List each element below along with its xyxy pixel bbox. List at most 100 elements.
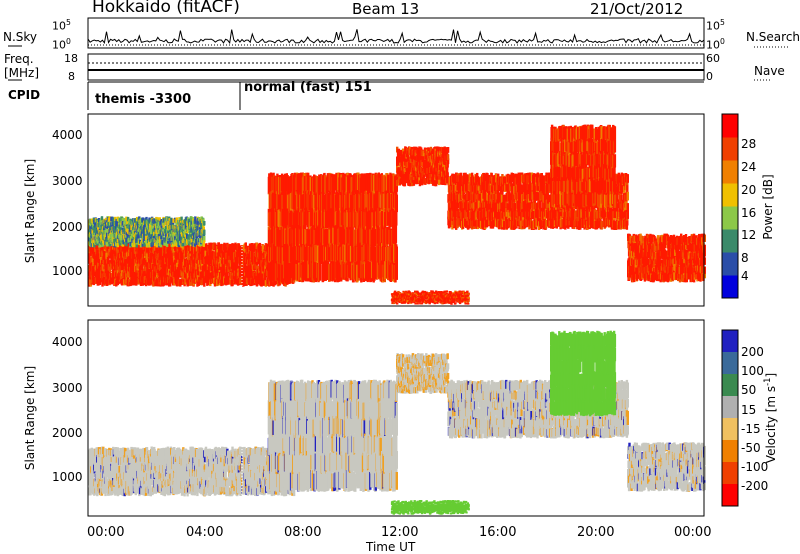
power-cell bbox=[156, 266, 160, 274]
power-cell bbox=[383, 243, 386, 262]
power-cell bbox=[373, 194, 376, 212]
power-cell bbox=[175, 231, 178, 236]
power-cell bbox=[110, 235, 114, 241]
power-cell bbox=[174, 259, 177, 266]
power-cell bbox=[306, 245, 309, 264]
power-cell bbox=[125, 237, 128, 243]
power-cell bbox=[182, 238, 185, 243]
velocity-cbar-tick: -100 bbox=[741, 460, 769, 474]
power-cell bbox=[162, 223, 165, 228]
power-cell bbox=[278, 262, 282, 280]
power-cell bbox=[191, 257, 194, 264]
power-cell bbox=[251, 279, 254, 286]
power-cell bbox=[168, 228, 172, 233]
power-cell bbox=[374, 246, 377, 265]
power-cell bbox=[91, 242, 95, 248]
power-cell bbox=[255, 258, 259, 266]
power-cell bbox=[191, 245, 195, 252]
power-cell bbox=[183, 271, 187, 279]
power-cbar-tick: 28 bbox=[741, 137, 757, 151]
velocity-ytick-4000: 4000 bbox=[52, 335, 83, 349]
power-cell bbox=[167, 239, 170, 244]
power-cell bbox=[244, 242, 247, 249]
noise-sky-label: N.Sky bbox=[3, 30, 38, 44]
power-cell bbox=[106, 252, 109, 259]
power-cell bbox=[114, 216, 117, 222]
power-cell bbox=[111, 216, 114, 221]
power-cell bbox=[224, 262, 228, 269]
power-cell bbox=[112, 217, 115, 222]
power-cell bbox=[203, 280, 206, 287]
power-cell bbox=[163, 246, 167, 253]
power-cell bbox=[191, 242, 194, 247]
power-cell bbox=[245, 277, 249, 285]
xtick-16: 16:00 bbox=[479, 525, 517, 540]
power-cell bbox=[144, 271, 147, 279]
power-cell bbox=[164, 220, 167, 226]
xtick-00: 00:00 bbox=[87, 525, 125, 540]
power-cell bbox=[111, 263, 114, 270]
power-cell bbox=[157, 229, 161, 234]
power-cell bbox=[149, 257, 152, 264]
power-cell bbox=[135, 270, 139, 277]
power-cell bbox=[124, 234, 128, 240]
power-cell bbox=[125, 270, 128, 277]
power-cell bbox=[323, 194, 326, 213]
power-cell bbox=[165, 216, 169, 221]
power-cell bbox=[300, 245, 303, 264]
power-cell bbox=[172, 259, 175, 267]
power-cell bbox=[395, 208, 398, 226]
power-cell bbox=[203, 236, 206, 241]
power-cell bbox=[399, 150, 402, 156]
power-cell bbox=[353, 229, 356, 248]
power-cell bbox=[94, 250, 97, 258]
power-cell bbox=[224, 278, 228, 286]
power-cell bbox=[166, 253, 169, 260]
power-cell bbox=[152, 241, 155, 246]
power-cell bbox=[179, 280, 182, 287]
power-cell bbox=[109, 265, 112, 273]
power-cell bbox=[203, 221, 206, 226]
power-cell bbox=[363, 173, 366, 191]
power-cell bbox=[281, 194, 284, 212]
power-cell bbox=[97, 226, 100, 231]
noise-sky-tick-top: 105 bbox=[52, 18, 71, 33]
power-cell bbox=[160, 235, 164, 240]
velocity-cbar-tick: -200 bbox=[741, 479, 769, 493]
power-cell bbox=[200, 216, 203, 221]
power-cell bbox=[230, 246, 233, 253]
power-cell bbox=[264, 280, 268, 287]
power-cell bbox=[262, 255, 265, 262]
power-cell bbox=[105, 217, 108, 223]
power-cell bbox=[204, 271, 208, 278]
power-cell bbox=[317, 263, 321, 282]
power-cell bbox=[235, 244, 238, 251]
freq-label-line2: [MHz] bbox=[4, 66, 40, 80]
power-cell bbox=[283, 247, 287, 265]
cpid-mode-normal: normal (fast) 151 bbox=[244, 80, 372, 95]
power-cell bbox=[396, 156, 399, 163]
power-cell bbox=[153, 275, 156, 282]
power-cell bbox=[233, 243, 236, 250]
power-cell bbox=[187, 234, 191, 239]
power-cell bbox=[241, 262, 244, 269]
power-cell bbox=[368, 210, 371, 229]
power-cell bbox=[94, 273, 97, 281]
cpid-label: CPID bbox=[8, 88, 41, 102]
power-cell bbox=[185, 276, 188, 283]
velocity-cbar-tick: -50 bbox=[741, 441, 761, 455]
power-cell bbox=[110, 246, 114, 253]
power-cell bbox=[194, 216, 197, 221]
power-cell bbox=[121, 217, 124, 223]
power-cell bbox=[145, 240, 148, 245]
power-cell bbox=[159, 242, 163, 248]
power-cell bbox=[255, 242, 259, 250]
power-cell bbox=[114, 228, 117, 234]
power-cell bbox=[262, 265, 265, 273]
power-cell bbox=[132, 265, 136, 273]
power-cell bbox=[146, 243, 149, 248]
power-cell bbox=[202, 218, 205, 223]
power-cell bbox=[220, 266, 223, 273]
power-cell bbox=[162, 242, 165, 250]
power-cell bbox=[109, 225, 112, 230]
